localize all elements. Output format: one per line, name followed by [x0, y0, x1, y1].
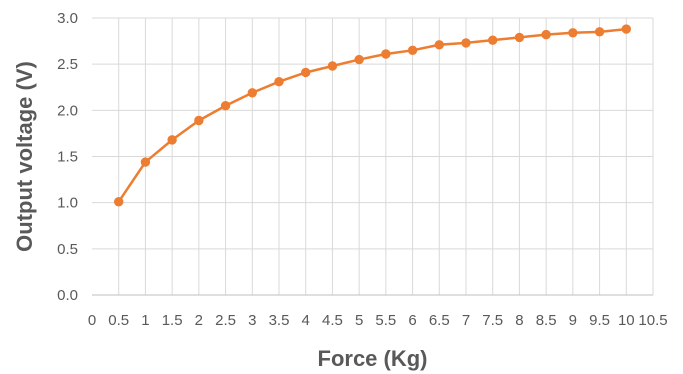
- y-tick-label: 3.0: [57, 10, 78, 27]
- x-tick-label: 4: [302, 312, 310, 329]
- x-tick-label: 10.5: [638, 312, 667, 329]
- data-point: [327, 61, 338, 71]
- series-line: [117, 27, 627, 203]
- data-point: [541, 29, 551, 40]
- data-point: [194, 115, 204, 126]
- x-tick-label: 1: [141, 312, 149, 329]
- y-tick-label: 0.5: [57, 241, 78, 258]
- data-point: [488, 35, 498, 45]
- data-point: [514, 32, 525, 43]
- data-point: [594, 27, 605, 37]
- series: [114, 24, 631, 207]
- data-point: [461, 38, 471, 48]
- data-point: [621, 24, 631, 34]
- x-tick-label: 2.5: [215, 312, 236, 329]
- y-tick-label: 1.0: [57, 195, 78, 212]
- x-tick-label: 5.5: [375, 312, 396, 329]
- x-tick-label: 6: [408, 312, 416, 329]
- data-point: [407, 45, 418, 56]
- x-tick-label: 3.5: [269, 312, 290, 329]
- x-tick-label: 0: [88, 312, 96, 329]
- x-tick-labels: 0 0.5 1 1.5 2 2.5 3 3.5 4 4.5 5 5.5 6 6.5 7 7.5 8 8.5 9 9.5…: [88, 312, 668, 329]
- x-tick-label: 2: [195, 312, 203, 329]
- data-point: [274, 77, 284, 87]
- x-tick-label: 1.5: [162, 312, 183, 329]
- data-point: [140, 157, 151, 167]
- grid: [92, 17, 654, 295]
- data-point: [114, 197, 124, 207]
- x-tick-label: 9.5: [589, 312, 610, 329]
- x-tick-label: 8.5: [536, 312, 557, 329]
- x-tick-label: 6.5: [429, 312, 450, 329]
- x-tick-label: 0.5: [108, 312, 129, 329]
- y-tick-label: 1.5: [57, 149, 78, 166]
- data-point: [301, 67, 311, 78]
- data-point: [220, 101, 231, 111]
- x-tick-label: 3: [248, 312, 256, 329]
- y-tick-label: 0.0: [57, 287, 78, 304]
- data-point: [354, 54, 364, 65]
- x-tick-label: 7.5: [482, 312, 503, 329]
- data-point: [568, 28, 578, 38]
- data-point: [381, 49, 391, 59]
- y-tick-label: 2.5: [57, 56, 78, 73]
- x-tick-label: 10: [618, 312, 635, 329]
- x-axis-title: Force (Kg): [318, 346, 428, 371]
- data-point: [247, 88, 257, 98]
- data-point: [167, 135, 177, 145]
- x-tick-label: 8: [515, 312, 523, 329]
- y-tick-labels: 0.0 0.5 1.0 1.5 2.0 2.5 3.0: [57, 10, 78, 304]
- x-tick-label: 4.5: [322, 312, 343, 329]
- y-tick-label: 2.0: [57, 102, 78, 119]
- data-point: [434, 40, 444, 50]
- x-tick-label: 9: [569, 312, 577, 329]
- x-tick-label: 7: [462, 312, 470, 329]
- y-axis-title: Output voltage (V): [12, 61, 37, 252]
- x-tick-label: 5: [355, 312, 363, 329]
